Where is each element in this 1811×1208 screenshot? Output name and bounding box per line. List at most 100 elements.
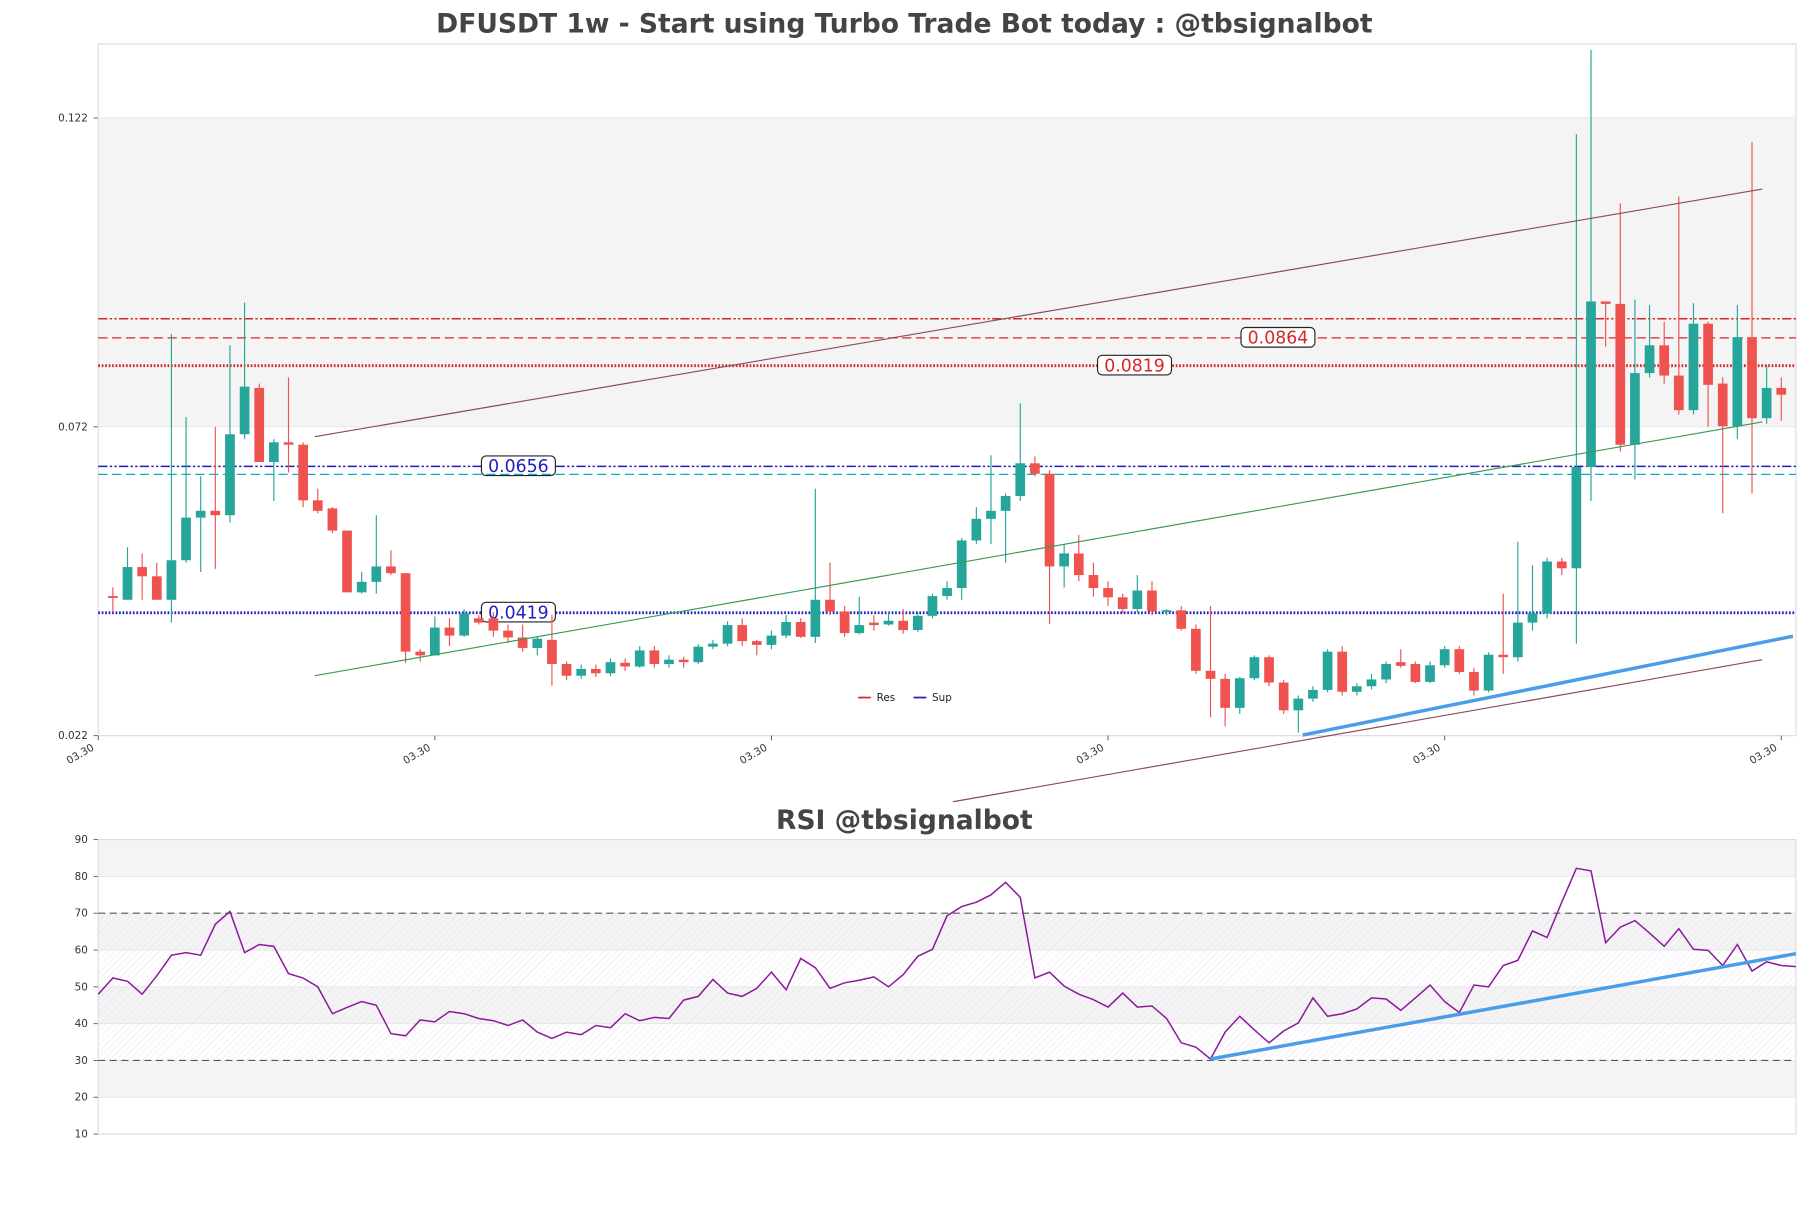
- candle-body: [781, 622, 791, 636]
- candle-body: [1425, 665, 1435, 682]
- candle-body: [181, 517, 191, 561]
- candle-body: [1293, 698, 1304, 711]
- candle-body: [605, 662, 616, 674]
- candle-body: [1366, 679, 1377, 687]
- candle-body: [971, 518, 982, 541]
- x-tick-label: 03.30: [1411, 742, 1443, 767]
- candle-body: [634, 650, 645, 667]
- candle-body: [1717, 383, 1728, 427]
- trend-line: [314, 421, 1763, 677]
- x-tick-label: 03.30: [738, 742, 770, 767]
- candle-body: [269, 442, 279, 463]
- candle-body: [810, 599, 821, 637]
- level-label-box: [480, 455, 556, 477]
- x-tick-label: 03.30: [401, 742, 433, 767]
- candle-body: [561, 664, 572, 676]
- trend-line: [1210, 952, 1797, 1061]
- candle-body: [1439, 649, 1450, 666]
- y-tick-label: 80: [75, 871, 88, 883]
- plot-frame: [97, 43, 1797, 737]
- candle-body: [1000, 496, 1011, 511]
- rsi-line: [97, 867, 1796, 1061]
- level-label-box: [480, 601, 556, 623]
- candle-body: [1220, 678, 1230, 708]
- candle-body: [1088, 575, 1099, 589]
- candle-body: [283, 442, 294, 445]
- y-tick-label: 70: [75, 908, 88, 920]
- y-tick-label: 30: [75, 1055, 88, 1067]
- candle-body: [576, 668, 587, 676]
- chart-title: DFUSDT 1w - Start using Turbo Trade Bot …: [436, 8, 1373, 39]
- candle-body: [1600, 301, 1611, 304]
- candle-body: [1747, 337, 1757, 419]
- candle-body: [1688, 323, 1699, 411]
- candle-body: [122, 567, 133, 600]
- candle-body: [342, 530, 352, 593]
- candle-body: [869, 622, 879, 626]
- candle-body: [1161, 610, 1172, 613]
- candle-body: [1512, 622, 1523, 658]
- y-tick-label: 90: [75, 834, 88, 846]
- candle-body: [1352, 686, 1362, 692]
- y-tick-label: 10: [75, 1129, 88, 1141]
- x-tick-label: 03.30: [1074, 742, 1106, 767]
- trend-line: [952, 659, 1763, 803]
- candle-body: [1205, 670, 1216, 679]
- y-tick-label: 40: [75, 1018, 88, 1030]
- candle-body: [751, 641, 762, 645]
- candle-body: [532, 638, 543, 648]
- candle-body: [1191, 628, 1201, 671]
- candle-body: [1249, 657, 1260, 679]
- candle-body: [312, 500, 323, 511]
- x-tick-label: 03.30: [65, 742, 97, 767]
- candle-body: [517, 637, 528, 648]
- candle-body: [1673, 375, 1684, 411]
- hatch-zone: [98, 913, 1796, 1061]
- candle-body: [722, 625, 733, 644]
- level-label: 0.0419: [488, 604, 549, 624]
- candle-body: [942, 588, 952, 597]
- candle-body: [1337, 651, 1348, 692]
- band: [98, 839, 1796, 877]
- candle-body: [1703, 323, 1713, 385]
- candle-body: [210, 510, 221, 516]
- candle-body: [371, 566, 382, 582]
- candle-body: [693, 646, 704, 663]
- candle-body: [1586, 301, 1596, 467]
- candle-body: [225, 434, 235, 516]
- candle-body: [1117, 597, 1128, 610]
- legend-label: Sup: [932, 692, 952, 704]
- candle-body: [1498, 654, 1509, 658]
- candle-body: [912, 615, 923, 631]
- candle-body: [1059, 553, 1070, 567]
- candle-body: [327, 508, 338, 531]
- candle-body: [1761, 387, 1772, 419]
- candle-body: [459, 613, 469, 636]
- candle-body: [1483, 654, 1494, 691]
- level-label-box: [1240, 326, 1316, 348]
- candle-body: [1308, 689, 1318, 699]
- candle-body: [1278, 682, 1289, 711]
- candle-body: [239, 386, 250, 435]
- level-label: 0.0656: [488, 457, 549, 477]
- candle-body: [1103, 588, 1113, 598]
- candle-body: [1630, 373, 1640, 445]
- candle-body: [356, 581, 367, 593]
- candle-body: [620, 662, 630, 667]
- candle-body: [898, 620, 909, 631]
- candle-body: [1234, 678, 1245, 708]
- candle-body: [151, 576, 162, 600]
- candle-body: [1322, 651, 1333, 690]
- candle-body: [386, 566, 396, 574]
- candle-body: [678, 659, 689, 663]
- candle-body: [1469, 672, 1479, 691]
- candle-body: [986, 510, 996, 519]
- y-tick-label: 50: [75, 981, 88, 993]
- candle-body: [137, 567, 147, 577]
- candle-body: [708, 643, 718, 647]
- y-tick-label: 0.022: [58, 730, 88, 742]
- y-tick-label: 0.122: [58, 112, 88, 124]
- candle-body: [1454, 649, 1465, 673]
- candle-body: [415, 651, 426, 656]
